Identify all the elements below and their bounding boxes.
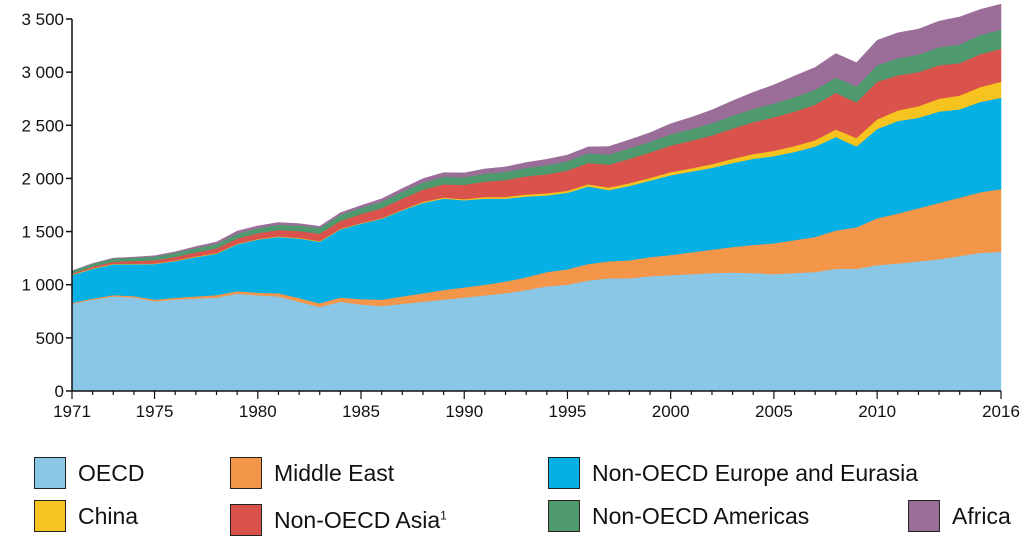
- x-tick-label: 1980: [239, 402, 277, 421]
- legend-item-china: China: [34, 499, 138, 533]
- legend-item-non-oecd-europe-eurasia: Non-OECD Europe and Eurasia: [548, 456, 918, 490]
- legend-label-non-oecd-americas: Non-OECD Americas: [592, 502, 810, 529]
- legend-label-africa: Africa: [952, 502, 1011, 529]
- y-tick-label: 1 500: [21, 223, 64, 242]
- x-tick-label: 1985: [342, 402, 380, 421]
- legend-item-africa: Africa: [908, 499, 1011, 533]
- legend-item-oecd: OECD: [34, 456, 144, 490]
- legend-swatch-non-oecd-europe-eurasia: [548, 457, 580, 489]
- legend-label-non-oecd-europe-eurasia: Non-OECD Europe and Eurasia: [592, 459, 918, 486]
- legend-swatch-non-oecd-americas: [548, 500, 580, 532]
- x-tick-label: 1995: [549, 402, 587, 421]
- legend-item-middle-east: Middle East: [230, 456, 394, 490]
- x-tick-label: 1971: [53, 402, 91, 421]
- legend-item-non-oecd-asia: Non-OECD Asia1: [230, 503, 447, 537]
- legend-label-oecd: OECD: [78, 459, 145, 486]
- x-tick-label: 1975: [136, 402, 174, 421]
- y-tick-label: 0: [55, 382, 64, 401]
- x-tick-label: 1990: [445, 402, 483, 421]
- area-africa: [71, 3, 1002, 272]
- y-tick-label: 2 000: [21, 169, 64, 188]
- axes: [71, 19, 1001, 392]
- y-tick-label: 2 500: [21, 116, 64, 135]
- legend-item-non-oecd-americas: Non-OECD Americas: [548, 499, 809, 533]
- legend-swatch-non-oecd-asia: [230, 504, 262, 536]
- legend-swatch-africa: [908, 500, 940, 532]
- x-tick-label: 2005: [755, 402, 793, 421]
- area-layers: [71, 3, 1002, 392]
- legend-label-china: China: [78, 502, 139, 529]
- legend-label-non-oecd-asia: Non-OECD Asia1: [274, 506, 447, 533]
- y-tick-label: 500: [36, 329, 64, 348]
- legend-swatch-middle-east: [230, 457, 262, 489]
- x-tick-label: 2000: [652, 402, 690, 421]
- legend-swatch-oecd: [34, 457, 66, 489]
- x-tick-label: 2016: [982, 402, 1020, 421]
- footnote-marker: 1: [440, 507, 447, 522]
- y-tick-label: 1 000: [21, 276, 64, 295]
- x-tick-label: 2010: [858, 402, 896, 421]
- y-axis-ticks: 0 500 1 000 1 500 2 000 2 500 3 000 3 500: [21, 10, 72, 401]
- legend-swatch-china: [34, 500, 66, 532]
- legend-label-middle-east: Middle East: [274, 459, 395, 486]
- x-axis-ticks: 1971 1975 1980 1985 1990 1995 2000 2005 2010 2016: [53, 391, 1020, 421]
- legend: OECD Middle East Non-OECD Europe and Eur…: [0, 448, 1024, 544]
- y-tick-label: 3 500: [21, 10, 64, 29]
- y-tick-label: 3 000: [21, 63, 64, 82]
